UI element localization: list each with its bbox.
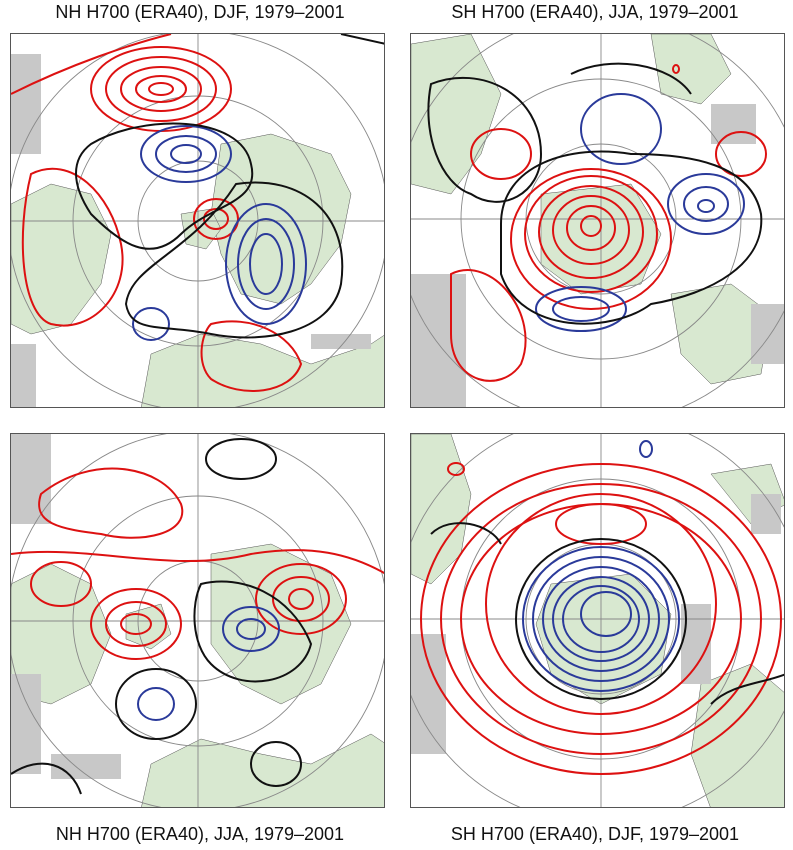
- missing-data: [11, 54, 371, 407]
- map-panel-nh-jja: [10, 433, 385, 808]
- panel-title-nh-jja: NH H700 (ERA40), JJA, 1979–2001: [55, 824, 345, 844]
- negative-contours: [132, 125, 307, 341]
- map-panel-sh-jja: [410, 33, 785, 408]
- panel-title-nh-djf: NH H700 (ERA40), DJF, 1979–2001: [55, 2, 345, 22]
- negative-contours: [522, 440, 680, 692]
- polar-map-nh-djf: [11, 34, 384, 407]
- positive-contours: [420, 462, 782, 775]
- zero-contours: [75, 34, 384, 339]
- panel-title-sh-djf: SH H700 (ERA40), DJF, 1979–2001: [450, 824, 740, 844]
- lat-lon-grid: [11, 434, 384, 807]
- map-panel-nh-djf: [10, 33, 385, 408]
- negative-contours: [137, 606, 280, 721]
- panel-title-sh-jja: SH H700 (ERA40), JJA, 1979–2001: [451, 2, 739, 22]
- polar-map-sh-jja: [411, 34, 784, 407]
- positive-contours: [450, 64, 767, 382]
- land-masses: [411, 434, 784, 807]
- zero-contours: [427, 62, 763, 325]
- missing-data: [11, 434, 121, 779]
- negative-contours: [535, 93, 745, 332]
- positive-contours: [11, 34, 303, 392]
- zero-contours: [430, 522, 784, 705]
- polar-map-sh-djf: [411, 434, 784, 807]
- missing-data: [411, 104, 784, 407]
- positive-contours: [11, 467, 384, 660]
- zero-contours: [11, 438, 313, 795]
- map-panel-sh-djf: [410, 433, 785, 808]
- polar-map-nh-jja: [11, 434, 384, 807]
- lat-lon-grid: [411, 434, 784, 807]
